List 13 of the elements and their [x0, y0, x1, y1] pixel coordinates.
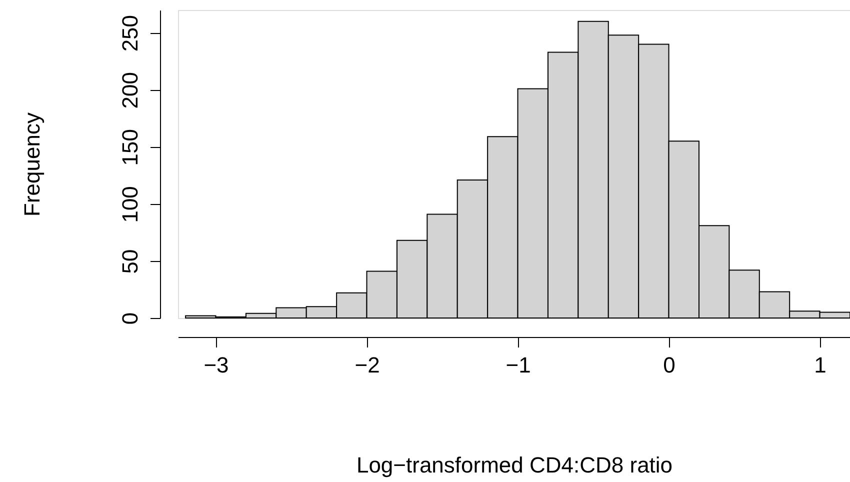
x-tick-label: −3: [204, 352, 229, 378]
y-tick-label: 50: [118, 249, 142, 274]
x-tick-label: −2: [354, 352, 380, 378]
y-tick-label: 200: [118, 72, 142, 109]
x-tick-label: −1: [506, 352, 531, 378]
x-tick-label: 1: [814, 352, 826, 378]
y-tick-label: 250: [118, 14, 142, 52]
y-tick-label: 0: [118, 312, 142, 325]
y-axis-title: Frequency: [20, 112, 44, 216]
x-axis-title: Log−transformed CD4:CD8 ratio: [356, 452, 673, 478]
y-tick-label: 100: [118, 186, 142, 223]
y-tick-label: 150: [118, 129, 142, 166]
x-tick-label: 0: [663, 352, 676, 378]
